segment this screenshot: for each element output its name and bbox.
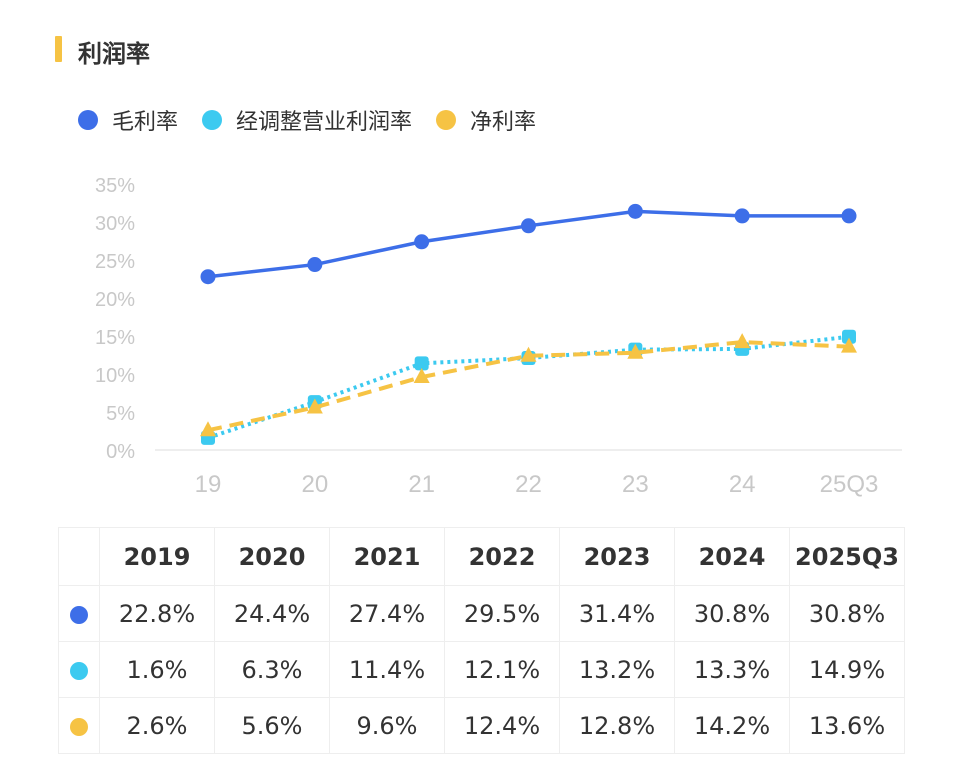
y-tick-label: 25% bbox=[95, 251, 135, 273]
y-tick-label: 0% bbox=[106, 441, 135, 463]
x-tick-label: 25Q3 bbox=[820, 471, 879, 498]
table-cell: 29.5% bbox=[444, 585, 560, 642]
table-header-cell: 2023 bbox=[559, 527, 675, 586]
data-point bbox=[734, 333, 751, 349]
legend-dot-icon bbox=[78, 110, 98, 130]
table-header-cell: 2019 bbox=[99, 527, 215, 586]
legend-label: 经调整营业利润率 bbox=[236, 110, 413, 135]
y-tick-label: 35% bbox=[95, 175, 135, 197]
data-point bbox=[414, 356, 429, 371]
series-dot-icon bbox=[70, 661, 88, 680]
table-row: 2.6% 5.6% 9.6% 12.4% 12.8% 14.2% 13.6% bbox=[58, 697, 905, 754]
table-cell: 14.9% bbox=[789, 641, 905, 698]
table-cell: 30.8% bbox=[674, 585, 790, 642]
legend-item-net[interactable]: 净利率 bbox=[436, 104, 536, 136]
table-cell: 9.6% bbox=[329, 697, 445, 754]
x-tick-label: 19 bbox=[195, 471, 222, 498]
table-cell: 27.4% bbox=[329, 585, 445, 642]
table-header-cell: 2025Q3 bbox=[789, 527, 905, 586]
data-point bbox=[413, 368, 430, 384]
table-cell: 2.6% bbox=[99, 697, 215, 754]
table-header-cell: 2020 bbox=[214, 527, 330, 586]
table-cell: 1.6% bbox=[99, 641, 215, 698]
table-cell: 30.8% bbox=[789, 585, 905, 642]
data-point bbox=[734, 208, 750, 224]
data-point bbox=[841, 208, 857, 224]
table-cell: 5.6% bbox=[214, 697, 330, 754]
x-tick-label: 24 bbox=[729, 471, 756, 498]
table-cell: 22.8% bbox=[99, 585, 215, 642]
table-cell: 12.8% bbox=[559, 697, 675, 754]
legend-label: 净利率 bbox=[470, 110, 537, 135]
legend-dot-icon bbox=[202, 110, 223, 130]
chart-title: 利润率 bbox=[78, 40, 150, 68]
line-chart: 0% 5% 10% 15% 20% 25% 30% 35% 19 20 21 22 23 24 25Q3 bbox=[95, 175, 902, 498]
table-cell: 11.4% bbox=[329, 641, 445, 698]
table-header-cell: 2022 bbox=[444, 527, 560, 586]
legend-item-adj-op[interactable]: 经调整营业利润率 bbox=[202, 104, 412, 136]
y-tick-label: 20% bbox=[95, 289, 135, 311]
y-tick-label: 30% bbox=[95, 213, 135, 235]
data-point bbox=[627, 343, 644, 359]
table-header-row: 2019 2020 2021 2022 2023 2024 2025Q3 bbox=[58, 527, 905, 586]
table-cell: 14.2% bbox=[674, 697, 790, 754]
table-cell: 13.6% bbox=[789, 697, 905, 754]
x-tick-label: 22 bbox=[515, 471, 542, 498]
data-point bbox=[414, 234, 430, 250]
legend-label: 毛利率 bbox=[112, 110, 179, 135]
table-cell: 6.3% bbox=[214, 641, 330, 698]
series-dot-icon bbox=[70, 717, 88, 736]
row-marker bbox=[58, 585, 100, 642]
data-point bbox=[520, 346, 537, 362]
data-table: 2019 2020 2021 2022 2023 2024 2025Q3 22.8% 24.4%… bbox=[58, 527, 905, 754]
row-marker bbox=[58, 641, 100, 698]
table-cell: 12.4% bbox=[444, 697, 560, 754]
legend-dot-icon bbox=[436, 110, 457, 130]
y-tick-label: 15% bbox=[95, 327, 135, 349]
table-row: 1.6% 6.3% 11.4% 12.1% 13.2% 13.3% 14.9% bbox=[58, 641, 905, 698]
data-point bbox=[307, 257, 323, 273]
title-accent-bar bbox=[55, 36, 62, 62]
data-point bbox=[521, 218, 536, 234]
table-cell: 13.2% bbox=[559, 641, 675, 698]
data-point bbox=[200, 421, 216, 437]
table-cell: 31.4% bbox=[559, 585, 675, 642]
table-cell: 13.3% bbox=[674, 641, 790, 698]
y-tick-label: 10% bbox=[95, 365, 135, 387]
table-cell: 12.1% bbox=[444, 641, 560, 698]
legend: 毛利率 经调整营业利润率 净利率 bbox=[78, 104, 560, 136]
x-tick-label: 23 bbox=[622, 471, 649, 498]
y-tick-label: 5% bbox=[106, 403, 135, 425]
row-marker bbox=[58, 697, 100, 754]
series-dot-icon bbox=[70, 605, 88, 624]
data-point bbox=[841, 337, 857, 353]
table-corner bbox=[58, 527, 100, 586]
legend-item-gross[interactable]: 毛利率 bbox=[78, 104, 178, 136]
data-point bbox=[200, 269, 216, 285]
table-cell: 24.4% bbox=[214, 585, 330, 642]
x-tick-label: 21 bbox=[408, 471, 435, 498]
table-header-cell: 2024 bbox=[674, 527, 790, 586]
data-point bbox=[627, 203, 643, 219]
data-point bbox=[306, 398, 323, 414]
x-tick-label: 20 bbox=[301, 471, 328, 498]
data-point bbox=[842, 329, 856, 344]
table-header-cell: 2021 bbox=[329, 527, 445, 586]
table-row: 22.8% 24.4% 27.4% 29.5% 31.4% 30.8% 30.8% bbox=[58, 585, 905, 642]
